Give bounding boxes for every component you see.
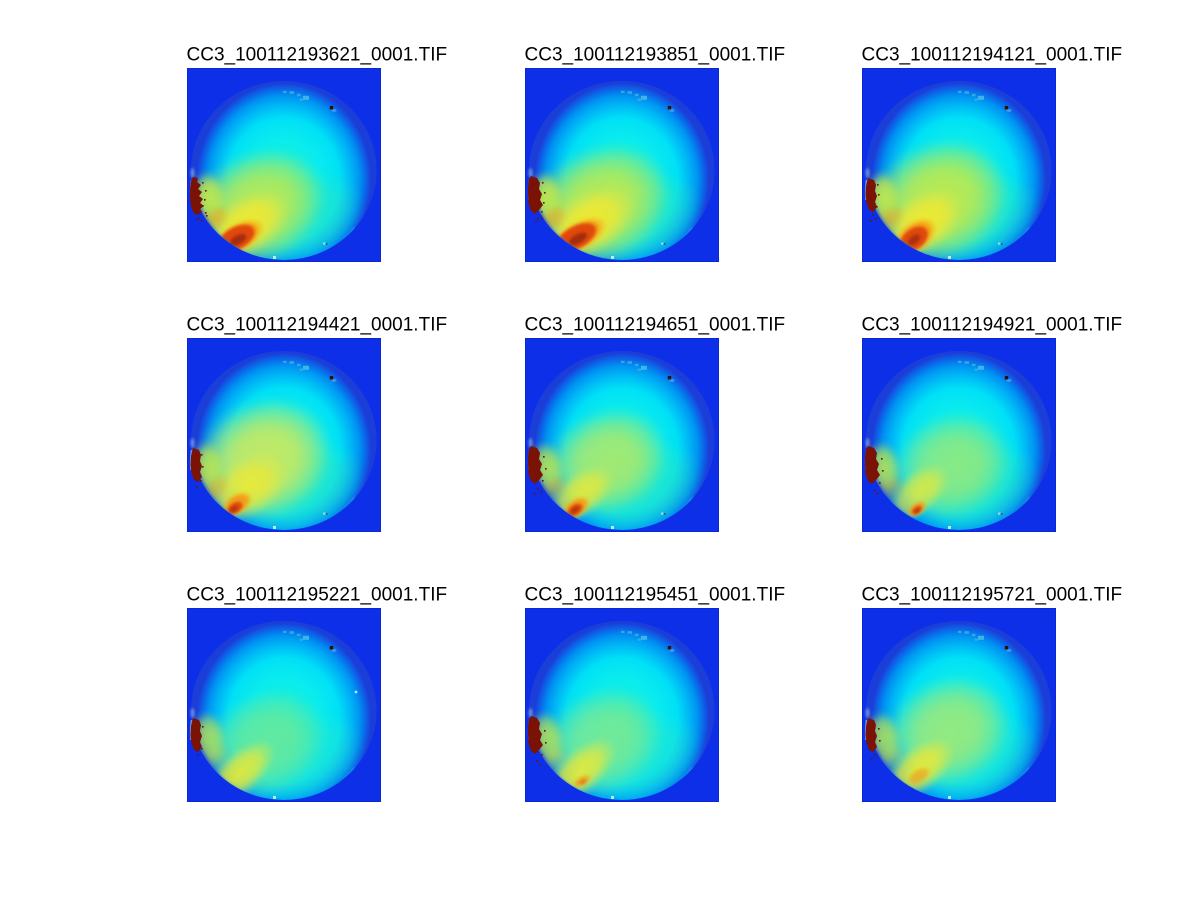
svg-text:CC3_100112195451_0001.TIF: CC3_100112195451_0001.TIF (525, 585, 786, 606)
svg-text:CC3_100112193621_0001.TIF: CC3_100112193621_0001.TIF (187, 45, 448, 66)
svg-text:CC3_100112194921_0001.TIF: CC3_100112194921_0001.TIF (862, 315, 1123, 336)
svg-text:CC3_100112195721_0001.TIF: CC3_100112195721_0001.TIF (862, 585, 1123, 606)
svg-text:CC3_100112195221_0001.TIF: CC3_100112195221_0001.TIF (187, 585, 448, 606)
svg-text:CC3_100112193851_0001.TIF: CC3_100112193851_0001.TIF (525, 45, 786, 66)
svg-text:CC3_100112194651_0001.TIF: CC3_100112194651_0001.TIF (525, 315, 786, 336)
svg-text:CC3_100112194121_0001.TIF: CC3_100112194121_0001.TIF (862, 45, 1123, 66)
svg-text:CC3_100112194421_0001.TIF: CC3_100112194421_0001.TIF (187, 315, 448, 336)
